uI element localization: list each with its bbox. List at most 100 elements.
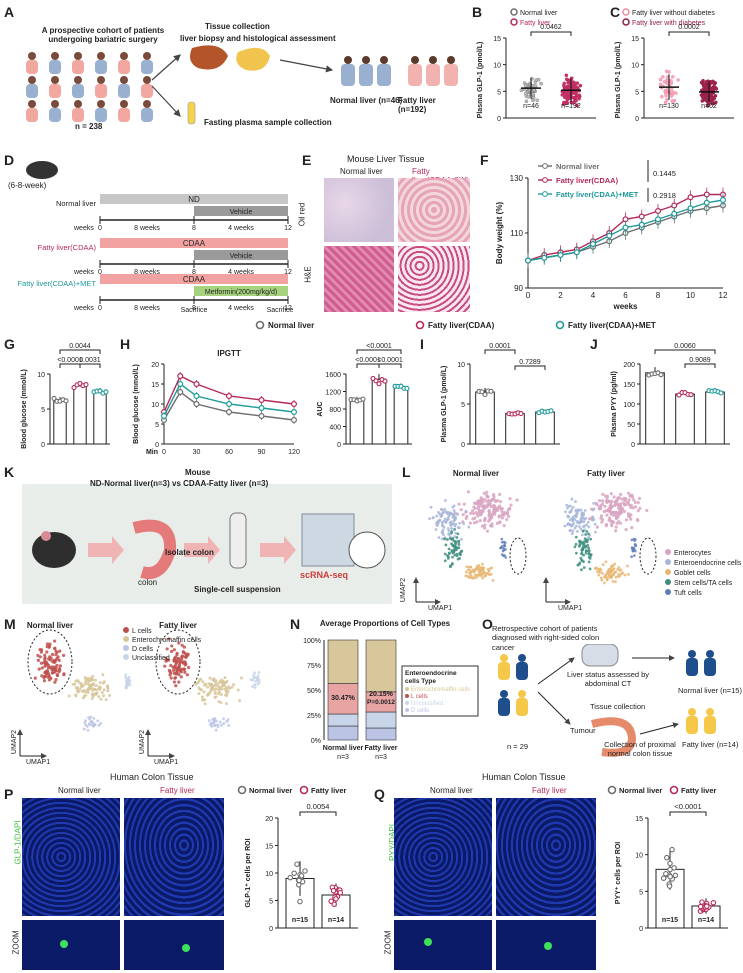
stem-point (587, 550, 591, 554)
ee-point (437, 510, 440, 514)
ec-point (209, 684, 213, 688)
goblet-point (621, 571, 624, 575)
person-head-icon (120, 100, 128, 108)
person-head-icon (120, 76, 128, 84)
data-point (574, 93, 579, 98)
ec-point (226, 685, 230, 689)
diet-label: CDAA (183, 239, 206, 248)
stem-point (584, 533, 588, 536)
panel-label: B (472, 4, 483, 20)
ee-point (453, 535, 457, 539)
ee-point (569, 528, 572, 532)
person-head-icon (51, 76, 59, 84)
d-cell-point (216, 725, 220, 729)
o-ct: Liver status assessed by abdominal CT (566, 670, 650, 688)
x-tick-label: 90 (258, 449, 266, 454)
l-cell-point (39, 661, 43, 665)
tuft-point (500, 537, 504, 541)
data-point (177, 372, 184, 379)
p-normal-image (22, 798, 120, 916)
l-cell-point (185, 673, 190, 677)
l-cell-point (37, 667, 41, 671)
enterocyte-point (637, 496, 642, 501)
y-tick-label: 10 (635, 853, 643, 860)
data-point (661, 75, 665, 79)
unclassified-point (253, 671, 257, 675)
enterocyte-point (609, 524, 614, 528)
person-head-icon (143, 52, 151, 60)
stem-point (581, 547, 584, 551)
l-cell-point (43, 659, 47, 663)
k-isolate: Isolate colon (165, 548, 214, 557)
ec-point (101, 681, 105, 685)
l-cell-point (58, 649, 62, 653)
data-point (713, 85, 717, 90)
l-cell-point (164, 659, 168, 663)
enterocyte-point (627, 514, 632, 518)
unclassified-point (253, 683, 257, 686)
legend-label: Goblet cells (674, 570, 711, 577)
p-value: <0.0001 (57, 357, 83, 364)
d-cell-point (213, 717, 217, 720)
treatment-bar (194, 286, 288, 296)
data-point (177, 388, 184, 395)
q-normal-image (394, 798, 492, 916)
goblet-point (598, 570, 602, 574)
ec-point (213, 683, 217, 687)
data-point (562, 81, 567, 86)
stem-point (453, 544, 457, 548)
ee-point (431, 516, 435, 520)
stacked-segment (327, 725, 359, 741)
data-point (660, 94, 664, 99)
stem-point (444, 543, 448, 547)
weeks-label: weeks (73, 305, 94, 312)
data-point (573, 249, 580, 256)
x-tick-label: 30 (193, 449, 201, 454)
l-cell-point (52, 660, 56, 665)
data-point (333, 896, 339, 902)
chart-i: 0 5 10 Plasma GLP-1 (pmol/L) 0.0001 0.7289 (441, 343, 560, 449)
person-body-icon (704, 658, 716, 676)
ec-point (79, 683, 83, 687)
person-head-icon (120, 52, 128, 60)
l-cell-point (47, 657, 51, 661)
stem-point (443, 559, 447, 563)
enterocyte-point (616, 515, 620, 519)
legend-marker (542, 191, 548, 197)
chart-n: Average Proportions of Cell Types 0% 25% 50… (303, 619, 479, 761)
arrow-icon (88, 536, 124, 564)
ee-point (567, 515, 571, 519)
x-tick-label: 0 (162, 449, 166, 454)
data-point (297, 898, 303, 905)
patient-crowd-icon (26, 52, 153, 122)
data-point (533, 84, 538, 88)
stem-point (443, 552, 447, 556)
ee-point (446, 512, 450, 516)
ec-point (217, 690, 221, 694)
ee-point (576, 521, 580, 525)
p-value: 0.0002 (678, 24, 700, 31)
data-point (571, 100, 576, 105)
bar (393, 387, 409, 445)
p-value: 0.0462 (540, 24, 562, 31)
legend-marker (622, 8, 630, 16)
d-cell-point (97, 724, 101, 727)
significance-bracket (530, 31, 572, 36)
p-value: <0.0001 (377, 357, 403, 364)
data-point (531, 98, 535, 103)
enterocyte-point (473, 521, 477, 525)
bar (535, 411, 555, 445)
goblet-point (605, 578, 609, 582)
person-head-icon (97, 52, 105, 60)
axis-label: UMAP1 (26, 759, 50, 764)
ec-point (201, 680, 205, 684)
enterocyte-point (492, 498, 496, 502)
stem-point (449, 565, 452, 569)
data-point (704, 85, 708, 90)
unclassified-point (127, 675, 131, 679)
umap-title: Normal liver (27, 621, 73, 630)
ec-point (101, 694, 105, 698)
goblet-point (604, 573, 608, 577)
enterocyte-point (480, 524, 485, 528)
ec-point (100, 690, 104, 694)
